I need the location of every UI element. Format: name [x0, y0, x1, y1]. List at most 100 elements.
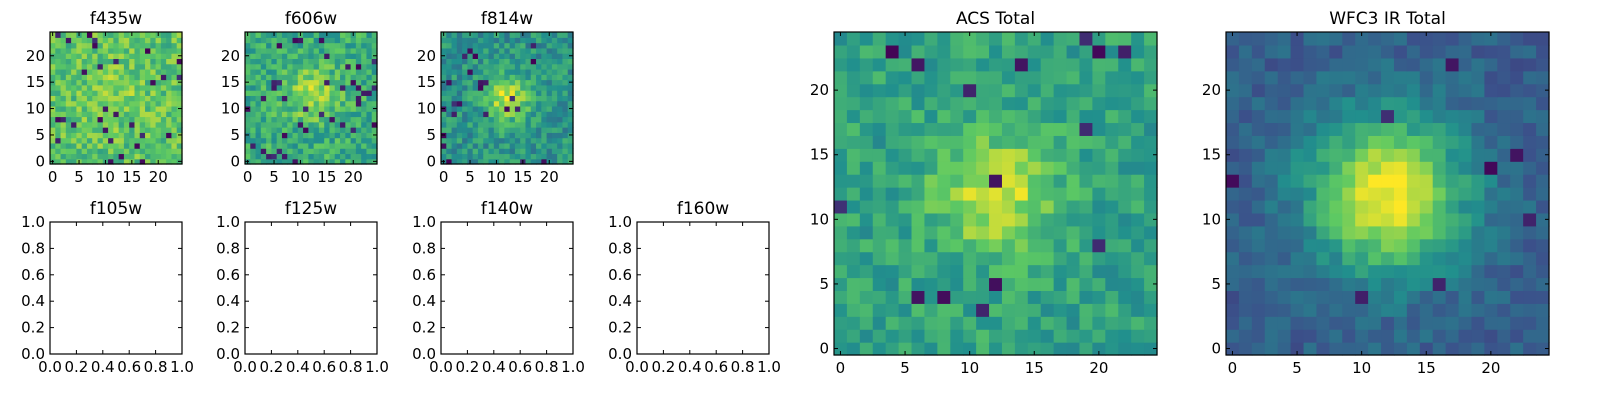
heatmap-cell	[303, 121, 309, 128]
heatmap-cell	[1458, 122, 1473, 136]
heatmap-cell	[108, 121, 114, 128]
heatmap-cell	[345, 95, 352, 102]
heatmap-cell	[456, 148, 463, 155]
heatmap-cell	[1458, 225, 1473, 240]
heatmap-cell	[911, 122, 926, 136]
heatmap-cell	[355, 121, 362, 128]
heatmap-cell	[1316, 122, 1330, 136]
heatmap-cell	[71, 132, 77, 139]
heatmap-cell	[1497, 329, 1511, 343]
heatmap-cell	[557, 37, 564, 44]
heatmap-cell	[493, 142, 500, 149]
heatmap-cell	[250, 68, 257, 75]
heatmap-cell	[546, 127, 553, 133]
heatmap-cell	[276, 79, 283, 86]
heatmap-cell	[297, 95, 304, 102]
heatmap-cell	[446, 142, 453, 149]
heatmap-cell	[493, 95, 500, 102]
heatmap-cell	[536, 153, 542, 160]
heatmap-cell	[134, 137, 141, 144]
heatmap-cell	[446, 137, 453, 144]
heatmap-cell	[1484, 225, 1498, 240]
heatmap-cell	[1484, 303, 1498, 317]
heatmap-cell	[81, 132, 88, 139]
heatmap-cell	[1238, 70, 1253, 85]
heatmap-cell	[551, 53, 558, 59]
heatmap-cell	[1040, 225, 1055, 240]
heatmap-cell	[324, 42, 331, 49]
heatmap-cell	[1040, 32, 1055, 46]
heatmap-cell	[446, 32, 453, 38]
heatmap-cell	[989, 57, 1003, 72]
heatmap-cell	[1368, 251, 1382, 266]
heatmap-cell	[898, 57, 913, 72]
heatmap-cell	[355, 127, 362, 133]
x-tick-label: 1.0	[365, 358, 389, 376]
heatmap-cell	[1497, 187, 1511, 201]
heatmap-cell	[1445, 122, 1460, 136]
heatmap-cell	[1329, 174, 1343, 188]
heatmap-cell	[1406, 238, 1421, 253]
heatmap-cell	[1406, 44, 1421, 59]
heatmap-cell	[514, 111, 521, 118]
heatmap-cell	[97, 137, 104, 144]
heatmap-cell	[451, 142, 458, 149]
heatmap-cell	[483, 142, 490, 149]
heatmap-cell	[1226, 264, 1240, 279]
heatmap-cell	[441, 58, 447, 65]
heatmap-cell	[1251, 174, 1266, 188]
heatmap-cell	[1523, 161, 1537, 175]
heatmap-cell	[260, 111, 267, 118]
heatmap-cell	[1105, 225, 1119, 240]
heatmap-cell	[1355, 277, 1369, 291]
heatmap-cell	[166, 68, 173, 75]
heatmap-cell	[846, 264, 861, 279]
heatmap-cell	[276, 58, 283, 65]
heatmap-cell	[313, 148, 320, 155]
heatmap-cell	[340, 111, 346, 118]
heatmap-cell	[976, 174, 990, 188]
heatmap-cell	[1079, 57, 1093, 72]
heatmap-cell	[1014, 290, 1029, 304]
heatmap-cell	[1131, 316, 1145, 330]
heatmap-cell	[260, 105, 267, 112]
heatmap-cell	[1014, 122, 1029, 136]
heatmap-cell	[271, 105, 278, 112]
x-tick-label: 0.6	[312, 358, 336, 376]
heatmap-cell	[950, 122, 964, 136]
heatmap-cell	[1040, 96, 1055, 111]
heatmap-cell	[292, 32, 299, 38]
heatmap-cell	[355, 137, 362, 144]
heatmap-cell	[1303, 251, 1318, 266]
heatmap-cell	[340, 37, 346, 44]
heatmap-cell	[924, 122, 938, 136]
heatmap-cell	[504, 148, 511, 155]
heatmap-cell	[1105, 70, 1119, 85]
heatmap-cell	[446, 58, 453, 65]
heatmap-cell	[1092, 174, 1106, 188]
heatmap-cell	[446, 42, 453, 49]
heatmap-cell	[313, 74, 320, 81]
y-tick-label: 0.2	[21, 319, 45, 337]
heatmap-cell	[129, 105, 136, 112]
heatmap-cell	[536, 137, 542, 144]
heatmap-cell	[1484, 238, 1498, 253]
heatmap-cell	[123, 68, 130, 75]
heatmap-cell	[1432, 96, 1447, 111]
heatmap-cell	[1226, 316, 1240, 330]
heatmap-cell	[1393, 316, 1408, 330]
axes-frame-f814w	[440, 31, 574, 165]
heatmap-cell	[1118, 44, 1132, 59]
heatmap-cell	[266, 116, 272, 123]
heatmap-cell	[60, 116, 67, 123]
heatmap-cell	[366, 79, 373, 86]
heatmap-cell	[859, 225, 874, 240]
heatmap-cell	[898, 174, 913, 188]
heatmap-cell	[81, 74, 88, 81]
heatmap-cell	[976, 199, 990, 214]
heatmap-cell	[483, 74, 490, 81]
heatmap-cell	[92, 95, 99, 102]
heatmap-cell	[97, 153, 104, 160]
x-tick-label: 20	[1089, 359, 1108, 377]
heatmap-cell	[536, 58, 542, 65]
